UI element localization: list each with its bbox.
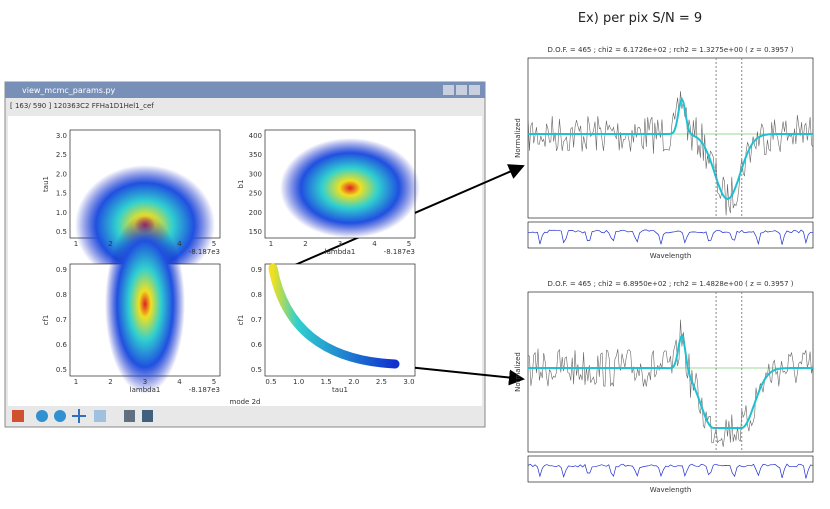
spectrum-title: D.O.F. = 465 ; chi2 = 6.8950e+02 ; rch2 …: [547, 280, 793, 288]
y-axis-label: cf1: [237, 315, 245, 326]
x-tick-label: 0.5: [265, 378, 276, 386]
x-tick-label: 1.5: [321, 378, 332, 386]
y-tick-label: 0.9: [56, 266, 67, 274]
x-tick-label: 4: [177, 378, 182, 386]
y-tick-label: 350: [249, 151, 262, 159]
plot-area: [527, 291, 814, 453]
y-tick-label: 1.0: [56, 209, 67, 217]
y-tick-label: 0.7: [56, 316, 67, 324]
save-button[interactable]: [142, 410, 153, 422]
x-tick-label: 2.0: [348, 378, 359, 386]
forward-button[interactable]: [54, 410, 66, 422]
y-axis-label: b1: [237, 180, 245, 189]
absorption-template: [527, 463, 814, 479]
absorption-template: [528, 229, 814, 246]
y-tick-label: 0.6: [251, 341, 263, 349]
y-tick-label: 150: [249, 228, 262, 236]
x-axis-label: Wavelength: [650, 252, 692, 260]
axis-offset: -8.187e3: [384, 248, 415, 256]
y-axis-label: cf1: [42, 315, 50, 326]
y-tick-label: 300: [249, 170, 262, 178]
x-tick-label: 2: [108, 378, 112, 386]
model-spectrum: [528, 96, 813, 201]
toolbar: [12, 409, 153, 423]
x-tick-label: 2.5: [376, 378, 387, 386]
footer-text: mode 2d: [230, 398, 261, 406]
y-tick-label: 0.5: [251, 366, 262, 374]
density-blob: [105, 214, 185, 394]
axis-offset: -8.187e3: [189, 248, 220, 256]
x-tick-label: 4: [372, 240, 377, 248]
observed-spectrum: [527, 319, 814, 447]
status-text: [ 163/ 590 ] 120363C2 FFHa1D1Hel1_cef: [10, 102, 154, 110]
x-axis-label: lambda1: [130, 386, 161, 394]
y-tick-label: 0.8: [56, 291, 67, 299]
home-button[interactable]: [12, 410, 24, 422]
y-tick-label: 400: [249, 132, 262, 140]
y-axis-label: tau1: [42, 176, 50, 192]
y-axis-label: Normalized: [514, 118, 522, 158]
pan-button[interactable]: [72, 409, 86, 423]
x-tick-label: 4: [177, 240, 182, 248]
y-tick-label: 0.5: [56, 366, 67, 374]
y-tick-label: 2.0: [56, 170, 67, 178]
minimize-button[interactable]: [443, 85, 454, 95]
y-axis-label: Normalized: [514, 352, 522, 392]
x-tick-label: 5: [212, 240, 216, 248]
arrow: [397, 365, 525, 386]
zoom-button[interactable]: [94, 410, 106, 422]
model-spectrum: [528, 333, 813, 429]
x-tick-label: 2: [303, 240, 307, 248]
y-tick-label: 200: [249, 209, 262, 217]
x-axis-label: Wavelength: [650, 486, 692, 494]
y-tick-label: 0.9: [251, 266, 262, 274]
y-tick-label: 0.6: [56, 341, 68, 349]
density-band: [268, 263, 400, 369]
x-tick-label: 3: [338, 240, 342, 248]
axis-offset: -8.187e3: [189, 386, 220, 394]
x-tick-label: 3: [143, 378, 147, 386]
plot-area: [527, 57, 814, 219]
window-title: view_mcmc_params.py: [22, 86, 116, 95]
y-tick-label: 3.0: [56, 132, 67, 140]
x-tick-label: 3.0: [403, 378, 414, 386]
spectrum-title: D.O.F. = 465 ; chi2 = 6.1726e+02 ; rch2 …: [547, 46, 793, 54]
residual-area: [527, 455, 814, 483]
x-tick-label: 1: [74, 240, 78, 248]
x-tick-label: 5: [212, 378, 216, 386]
y-tick-label: 250: [249, 190, 262, 198]
title-bar: [5, 82, 485, 98]
observed-spectrum: [527, 91, 814, 216]
configure-button[interactable]: [124, 410, 135, 422]
x-axis-label: tau1: [332, 386, 348, 394]
x-tick-label: 2: [108, 240, 112, 248]
residual-area: [527, 221, 814, 249]
close-button[interactable]: [469, 85, 480, 95]
x-tick-label: 5: [407, 240, 411, 248]
y-tick-label: 0.8: [251, 291, 262, 299]
y-tick-label: 2.5: [56, 151, 67, 159]
y-tick-label: 0.7: [251, 316, 262, 324]
headline: Ex) per pix S/N = 9: [578, 11, 702, 26]
maximize-button[interactable]: [456, 85, 467, 95]
x-axis-label: lambda1: [325, 248, 356, 256]
plot-area: [264, 263, 416, 377]
x-tick-label: 1: [74, 378, 78, 386]
density-blob: [280, 138, 420, 238]
back-button[interactable]: [36, 410, 48, 422]
y-tick-label: 0.5: [56, 228, 67, 236]
y-tick-label: 1.5: [56, 190, 67, 198]
x-tick-label: 1.0: [293, 378, 304, 386]
x-tick-label: 1: [269, 240, 273, 248]
